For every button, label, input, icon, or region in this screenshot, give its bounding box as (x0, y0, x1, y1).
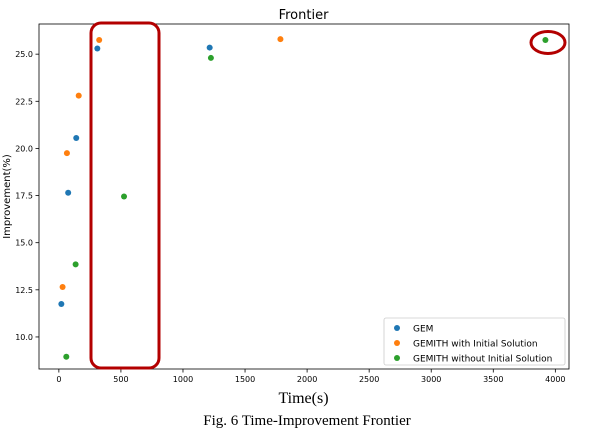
x-axis-label: Time(s) (278, 390, 328, 407)
plot-area (38, 23, 570, 370)
y-axis-ticks: 10.0 12.5 15.0 17.5 20.0 22.5 25.0 (15, 50, 39, 342)
legend-marker (394, 325, 400, 331)
y-tick-label: 17.5 (15, 192, 33, 201)
data-point-series-0 (65, 189, 72, 196)
chart-title: Frontier (279, 8, 329, 23)
x-tick-label: 4000 (545, 375, 565, 384)
data-point-series-1 (75, 92, 82, 99)
data-point-series-0 (58, 300, 65, 307)
scatter-points (58, 36, 549, 360)
x-tick-label: 1500 (235, 375, 255, 384)
x-axis-ticks: 0 500 1000 1500 2000 2500 3000 3500 4000 (56, 369, 566, 384)
figure-caption: Fig. 6 Time-Improvement Frontier (203, 413, 411, 429)
y-tick-label: 22.5 (15, 97, 33, 106)
x-tick-label: 1000 (173, 375, 193, 384)
data-point-series-2 (542, 37, 549, 44)
x-tick-label: 500 (113, 375, 128, 384)
y-tick-label: 20.0 (15, 144, 33, 153)
y-tick-label: 10.0 (15, 333, 33, 342)
highlight-ellipse (529, 30, 567, 55)
legend-label: GEMITH with Initial Solution (413, 340, 538, 350)
data-point-series-2 (63, 353, 70, 360)
data-point-series-1 (59, 283, 66, 290)
x-tick-label: 3500 (483, 375, 503, 384)
data-point-series-2 (72, 261, 79, 268)
data-point-series-1 (277, 36, 284, 43)
legend: GEM GEMITH with Initial Solution GEMITH wi… (383, 317, 566, 366)
legend-marker (394, 340, 400, 346)
x-tick-label: 2000 (297, 375, 317, 384)
data-point-series-2 (121, 193, 128, 200)
data-point-series-0 (94, 45, 101, 52)
legend-marker (394, 355, 400, 361)
highlight-box (89, 21, 161, 370)
x-tick-label: 3000 (421, 375, 441, 384)
x-tick-label: 2500 (359, 375, 379, 384)
y-tick-label: 12.5 (15, 286, 33, 295)
legend-label: GEM (413, 325, 433, 335)
data-point-series-2 (207, 54, 214, 61)
legend-label: GEMITH without Initial Solution (413, 355, 552, 365)
data-point-series-0 (73, 135, 80, 142)
data-point-series-0 (206, 44, 213, 51)
x-tick-label: 0 (56, 375, 61, 384)
legend-frame (383, 317, 566, 366)
data-point-series-1 (63, 150, 70, 157)
data-point-series-1 (96, 37, 103, 44)
y-tick-label: 15.0 (15, 239, 33, 248)
y-tick-label: 25.0 (15, 50, 33, 59)
y-axis-label: Improvement(%) (2, 154, 13, 239)
